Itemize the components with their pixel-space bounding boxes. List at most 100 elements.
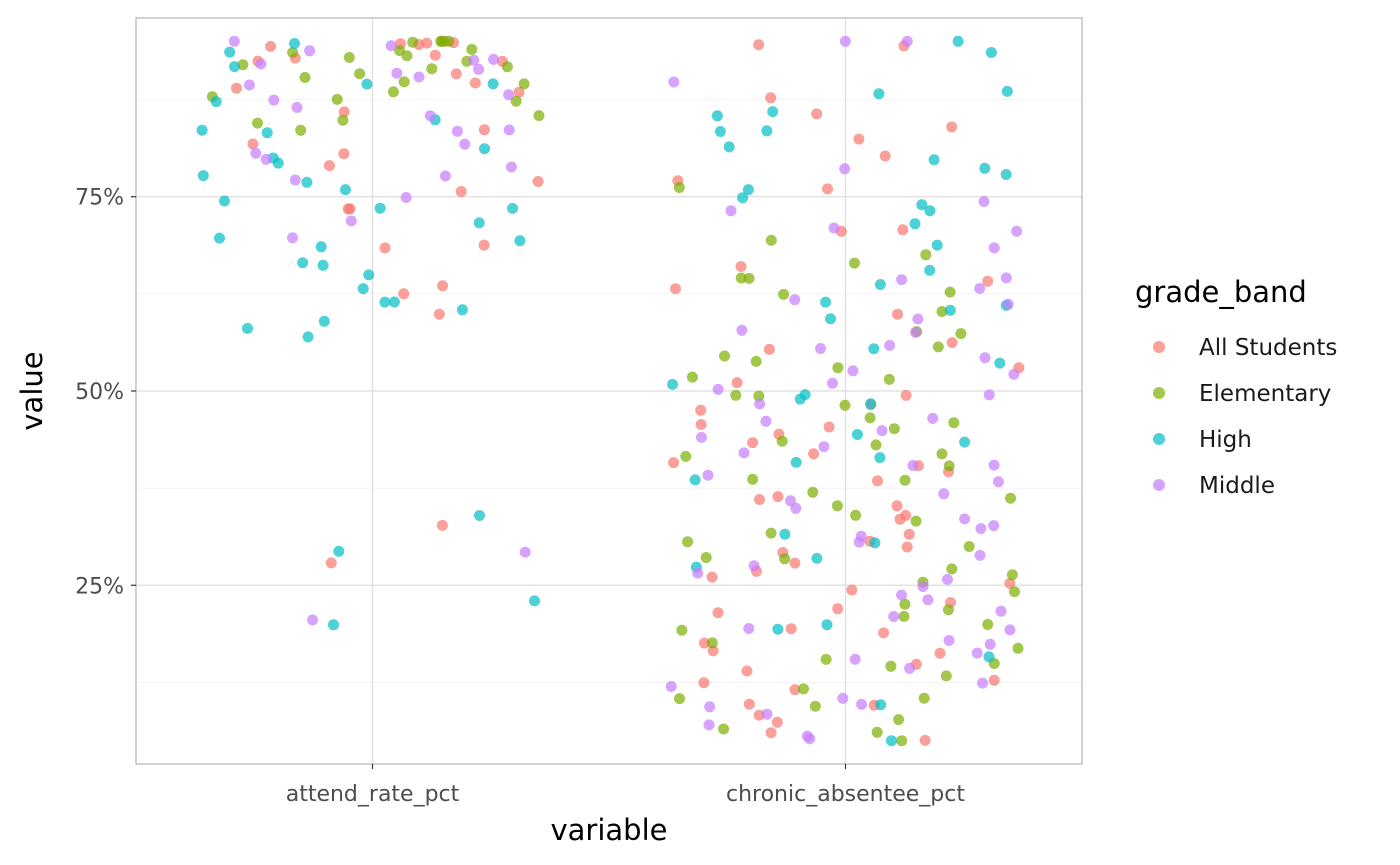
data-point xyxy=(979,352,991,364)
data-point xyxy=(948,417,960,429)
data-point xyxy=(224,46,236,58)
data-point xyxy=(261,127,273,139)
data-point xyxy=(712,607,724,619)
data-point xyxy=(317,259,329,271)
data-point xyxy=(825,313,836,325)
data-point xyxy=(790,456,802,468)
data-point xyxy=(940,670,952,682)
legend-label: Middle xyxy=(1199,473,1275,499)
data-point xyxy=(893,714,905,726)
data-point xyxy=(743,698,755,710)
data-point xyxy=(928,154,940,166)
data-point xyxy=(1008,368,1020,380)
data-point xyxy=(849,653,861,665)
data-point xyxy=(821,619,833,631)
data-point xyxy=(698,677,710,689)
data-point xyxy=(255,58,267,70)
data-point xyxy=(331,93,343,105)
data-point xyxy=(287,47,299,58)
data-point xyxy=(468,54,480,66)
data-point xyxy=(765,234,777,246)
data-point xyxy=(725,205,737,217)
data-point xyxy=(698,637,710,649)
data-point xyxy=(1012,642,1024,654)
data-point xyxy=(307,614,319,626)
data-point xyxy=(532,176,544,187)
legend-swatch xyxy=(1153,341,1165,353)
data-point xyxy=(247,138,259,150)
data-point xyxy=(839,399,851,411)
data-point xyxy=(995,605,1007,617)
data-point xyxy=(361,78,373,90)
data-point xyxy=(931,239,943,251)
data-point xyxy=(959,436,971,448)
data-point xyxy=(875,699,887,711)
data-point xyxy=(391,67,403,79)
data-point xyxy=(853,536,865,548)
data-point xyxy=(703,719,715,731)
data-point xyxy=(779,528,791,540)
data-point xyxy=(265,40,277,52)
data-point xyxy=(900,389,912,401)
data-point xyxy=(779,553,791,565)
data-point xyxy=(850,509,862,521)
y-axis-title: value xyxy=(15,351,49,430)
data-point xyxy=(237,59,249,71)
data-point xyxy=(754,494,765,505)
data-point xyxy=(743,272,755,284)
data-point xyxy=(982,275,994,287)
data-point xyxy=(789,557,801,569)
data-point xyxy=(503,124,515,136)
data-point xyxy=(765,727,777,739)
y-tick-label: 25% xyxy=(75,574,124,599)
data-point xyxy=(871,726,883,738)
data-point xyxy=(886,735,897,747)
data-point xyxy=(299,72,311,83)
data-point xyxy=(1001,85,1013,97)
data-point xyxy=(971,647,983,659)
data-point xyxy=(374,202,386,214)
data-point xyxy=(942,604,954,616)
data-point xyxy=(959,513,971,525)
data-point xyxy=(934,647,946,659)
data-point xyxy=(785,623,797,635)
data-point xyxy=(328,619,339,631)
data-point xyxy=(219,195,230,207)
data-point xyxy=(811,552,823,564)
data-point xyxy=(700,552,712,563)
data-point xyxy=(742,184,754,196)
data-point xyxy=(668,76,680,88)
data-point xyxy=(839,35,851,47)
data-point xyxy=(689,474,701,486)
data-point xyxy=(916,199,928,211)
data-points xyxy=(196,35,1025,747)
data-point xyxy=(944,304,956,316)
data-point xyxy=(899,598,911,610)
data-point xyxy=(487,78,499,90)
y-tick-label: 75% xyxy=(75,186,124,211)
data-point xyxy=(896,735,908,747)
data-point xyxy=(338,148,350,160)
data-point xyxy=(479,143,490,155)
data-point xyxy=(735,272,747,284)
data-point xyxy=(667,378,678,390)
data-point xyxy=(918,692,930,704)
legend-item-middle: Middle xyxy=(1153,473,1275,499)
data-point xyxy=(864,412,876,424)
data-point xyxy=(505,161,517,173)
y-tick-label: 50% xyxy=(75,380,124,405)
data-point xyxy=(1000,169,1012,180)
legend-item-elementary: Elementary xyxy=(1153,381,1331,407)
data-point xyxy=(978,196,990,207)
data-point xyxy=(289,38,300,49)
data-point xyxy=(456,304,468,316)
data-point xyxy=(210,96,222,108)
data-point xyxy=(760,415,772,427)
legend-swatch xyxy=(1153,433,1165,445)
data-point xyxy=(932,341,944,353)
data-point xyxy=(910,326,922,338)
data-point xyxy=(975,523,987,535)
data-point xyxy=(413,71,425,83)
data-point xyxy=(823,421,835,433)
data-point xyxy=(772,491,784,503)
